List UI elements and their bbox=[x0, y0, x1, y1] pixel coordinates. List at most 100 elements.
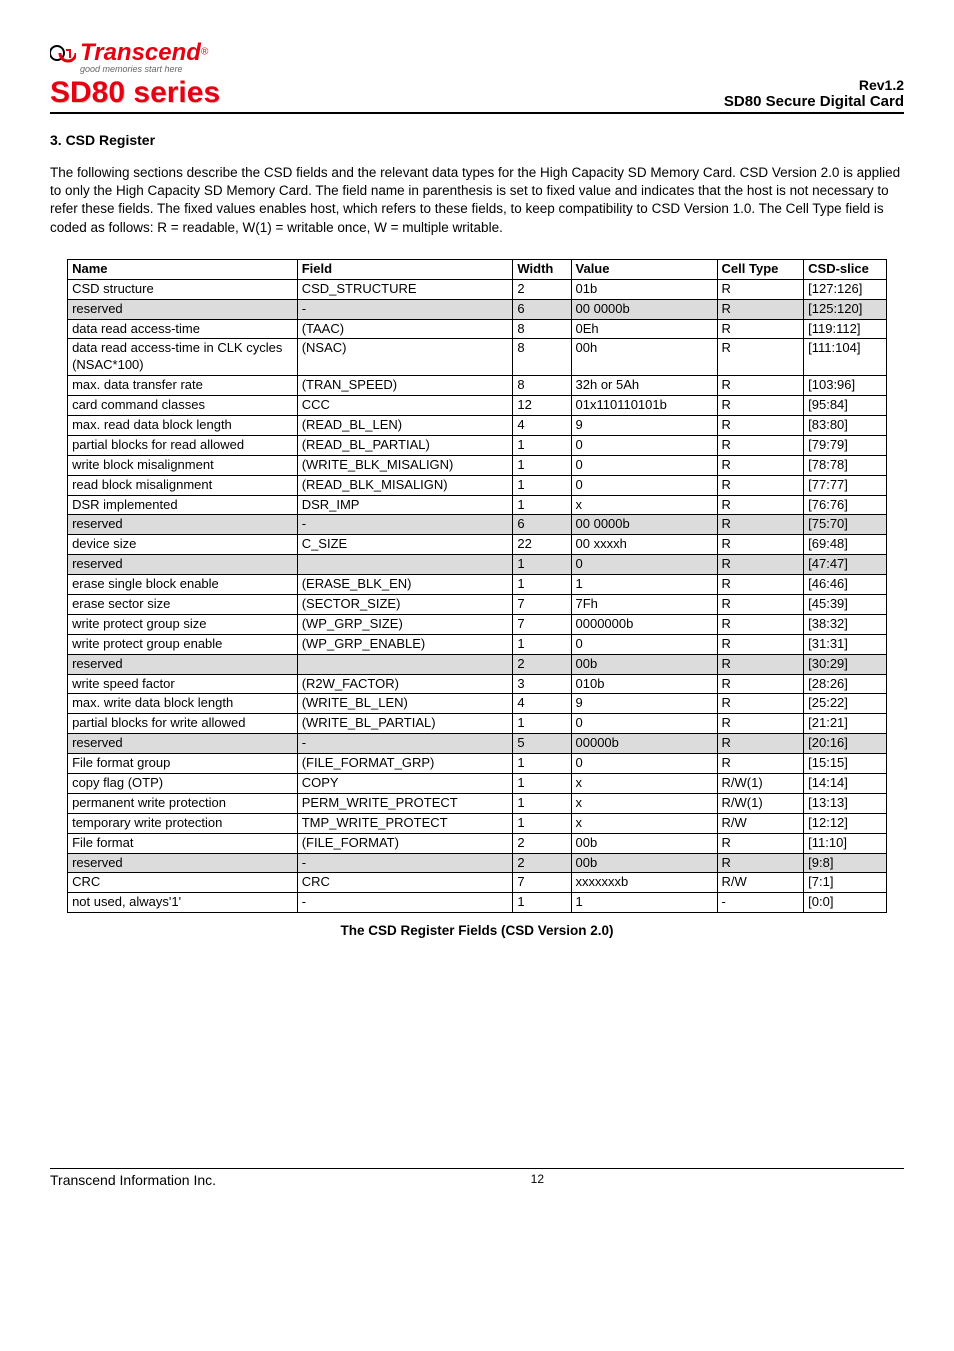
table-cell: not used, always'1' bbox=[68, 893, 298, 913]
table-cell: - bbox=[297, 853, 513, 873]
table-cell: R bbox=[717, 595, 804, 615]
table-cell: [15:15] bbox=[804, 754, 887, 774]
table-cell: data read access-time in CLK cycles (NSA… bbox=[68, 339, 298, 376]
table-cell: R/W bbox=[717, 873, 804, 893]
table-cell: read block misalignment bbox=[68, 475, 298, 495]
table-cell: 0 bbox=[571, 475, 717, 495]
table-cell: [77:77] bbox=[804, 475, 887, 495]
table-cell: [78:78] bbox=[804, 455, 887, 475]
table-cell: R bbox=[717, 455, 804, 475]
table-cell: CSD structure bbox=[68, 279, 298, 299]
table-cell: 3 bbox=[513, 674, 571, 694]
table-cell: 5 bbox=[513, 734, 571, 754]
table-cell: 1 bbox=[513, 475, 571, 495]
table-cell: [14:14] bbox=[804, 774, 887, 794]
table-cell: R bbox=[717, 734, 804, 754]
registered-mark: ® bbox=[201, 47, 208, 58]
table-cell: 01b bbox=[571, 279, 717, 299]
table-cell: - bbox=[297, 515, 513, 535]
product-name: SD80 Secure Digital Card bbox=[724, 93, 904, 110]
table-cell: [75:70] bbox=[804, 515, 887, 535]
table-cell: (FILE_FORMAT) bbox=[297, 833, 513, 853]
table-cell: [83:80] bbox=[804, 416, 887, 436]
table-cell: max. write data block length bbox=[68, 694, 298, 714]
table-cell: write protect group enable bbox=[68, 634, 298, 654]
table-cell: TMP_WRITE_PROTECT bbox=[297, 813, 513, 833]
table-cell: - bbox=[297, 299, 513, 319]
table-row: copy flag (OTP)COPY1xR/W(1)[14:14] bbox=[68, 774, 887, 794]
table-cell: (WP_GRP_SIZE) bbox=[297, 614, 513, 634]
table-cell: [79:79] bbox=[804, 435, 887, 455]
table-cell: 7 bbox=[513, 595, 571, 615]
table-cell: [25:22] bbox=[804, 694, 887, 714]
table-cell: CSD_STRUCTURE bbox=[297, 279, 513, 299]
table-cell: (WRITE_BLK_MISALIGN) bbox=[297, 455, 513, 475]
table-cell: R bbox=[717, 339, 804, 376]
table-row: write protect group enable(WP_GRP_ENABLE… bbox=[68, 634, 887, 654]
table-cell: R bbox=[717, 435, 804, 455]
table-cell: R bbox=[717, 754, 804, 774]
page-footer: Transcend Information Inc. 12 bbox=[50, 1168, 904, 1188]
table-cell: [31:31] bbox=[804, 634, 887, 654]
table-cell: R bbox=[717, 714, 804, 734]
table-cell: DSR_IMP bbox=[297, 495, 513, 515]
table-cell: 1 bbox=[513, 575, 571, 595]
table-cell: 1 bbox=[571, 575, 717, 595]
table-cell: 8 bbox=[513, 376, 571, 396]
table-cell: 1 bbox=[513, 555, 571, 575]
logo-mark-icon bbox=[50, 40, 76, 66]
logo: Transcend® bbox=[50, 40, 220, 66]
table-cell: (NSAC) bbox=[297, 339, 513, 376]
table-cell: partial blocks for read allowed bbox=[68, 435, 298, 455]
table-cell: 2 bbox=[513, 853, 571, 873]
table-cell: 00 xxxxh bbox=[571, 535, 717, 555]
table-row: erase sector size(SECTOR_SIZE)77FhR[45:3… bbox=[68, 595, 887, 615]
footer-company: Transcend Information Inc. bbox=[50, 1172, 216, 1188]
table-cell: (R2W_FACTOR) bbox=[297, 674, 513, 694]
table-row: reserved-200bR[9:8] bbox=[68, 853, 887, 873]
table-cell: 1 bbox=[513, 893, 571, 913]
table-cell: R bbox=[717, 614, 804, 634]
table-row: reserved-600 0000bR[125:120] bbox=[68, 299, 887, 319]
table-cell: File format bbox=[68, 833, 298, 853]
table-cell: 7Fh bbox=[571, 595, 717, 615]
table-cell: copy flag (OTP) bbox=[68, 774, 298, 794]
table-cell: x bbox=[571, 813, 717, 833]
table-cell: 22 bbox=[513, 535, 571, 555]
table-cell: R/W(1) bbox=[717, 793, 804, 813]
table-cell: R bbox=[717, 475, 804, 495]
table-row: write block misalignment(WRITE_BLK_MISAL… bbox=[68, 455, 887, 475]
table-cell: erase sector size bbox=[68, 595, 298, 615]
table-cell: (ERASE_BLK_EN) bbox=[297, 575, 513, 595]
table-cell: [12:12] bbox=[804, 813, 887, 833]
logo-tagline: good memories start here bbox=[80, 64, 220, 74]
table-cell: [21:21] bbox=[804, 714, 887, 734]
table-cell: CRC bbox=[68, 873, 298, 893]
table-row: DSR implementedDSR_IMP1xR[76:76] bbox=[68, 495, 887, 515]
table-cell: temporary write protection bbox=[68, 813, 298, 833]
table-cell: 12 bbox=[513, 396, 571, 416]
col-header-cell: Cell Type bbox=[717, 259, 804, 279]
table-cell: 00h bbox=[571, 339, 717, 376]
table-cell: 0 bbox=[571, 435, 717, 455]
table-cell: (READ_BL_PARTIAL) bbox=[297, 435, 513, 455]
table-cell: [7:1] bbox=[804, 873, 887, 893]
table-cell: - bbox=[297, 734, 513, 754]
table-cell: R bbox=[717, 535, 804, 555]
col-header-width: Width bbox=[513, 259, 571, 279]
table-cell: 2 bbox=[513, 833, 571, 853]
table-caption: The CSD Register Fields (CSD Version 2.0… bbox=[50, 923, 904, 938]
table-row: max. write data block length(WRITE_BL_LE… bbox=[68, 694, 887, 714]
table-cell: R bbox=[717, 416, 804, 436]
revision: Rev1.2 bbox=[724, 77, 904, 93]
table-cell: COPY bbox=[297, 774, 513, 794]
table-cell: 0 bbox=[571, 455, 717, 475]
table-cell: [38:32] bbox=[804, 614, 887, 634]
table-cell: [13:13] bbox=[804, 793, 887, 813]
table-cell: - bbox=[297, 893, 513, 913]
table-cell: R/W(1) bbox=[717, 774, 804, 794]
table-cell: 0 bbox=[571, 714, 717, 734]
table-cell: - bbox=[717, 893, 804, 913]
table-cell: C_SIZE bbox=[297, 535, 513, 555]
page-header: Transcend® good memories start here SD80… bbox=[50, 40, 904, 114]
